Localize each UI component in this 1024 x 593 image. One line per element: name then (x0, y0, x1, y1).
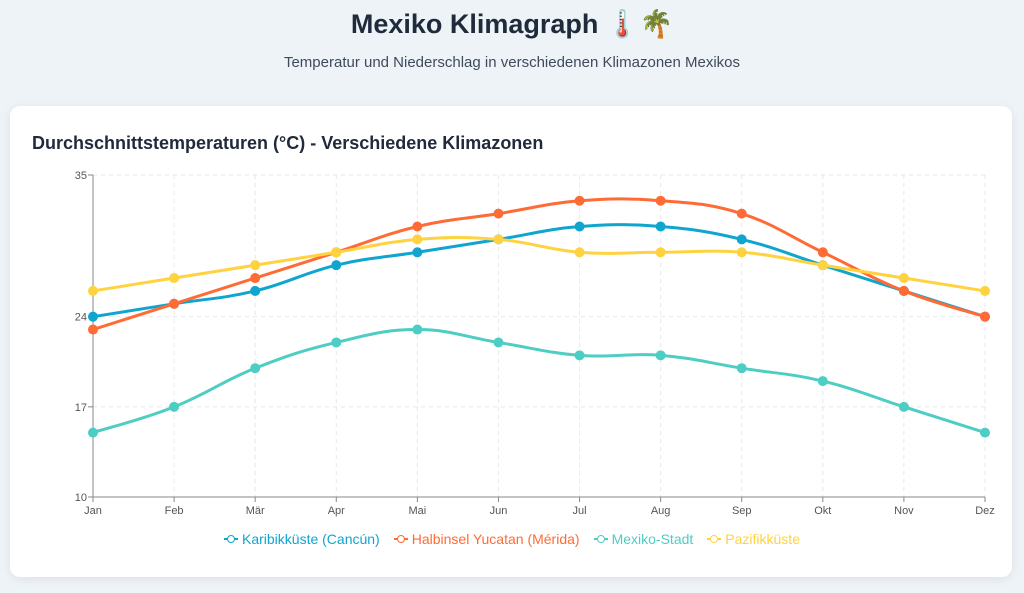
legend-label: Pazifikküste (725, 531, 800, 547)
data-point (331, 247, 342, 258)
legend-label: Halbinsel Yucatan (Mérida) (411, 531, 580, 547)
legend-marker-icon (707, 534, 722, 544)
legend-marker-icon (224, 534, 238, 544)
x-tick-label: Aug (651, 505, 671, 517)
legend-item[interactable]: Pazifikküste (707, 531, 800, 547)
legend-label: Mexiko-Stadt (611, 531, 694, 547)
data-point (655, 221, 666, 232)
data-point (88, 285, 98, 296)
series-line (92, 197, 986, 331)
chart-title: Durchschnittstemperaturen (°C) - Verschi… (32, 133, 544, 153)
data-point (980, 311, 990, 322)
data-point (817, 247, 828, 258)
series-line (92, 328, 986, 435)
data-point (736, 363, 747, 374)
y-tick-label: 10 (75, 492, 87, 504)
data-point (250, 260, 261, 271)
data-point (574, 350, 585, 361)
data-point (88, 427, 98, 438)
data-point (88, 324, 98, 335)
x-tick-label: Sep (732, 505, 752, 517)
data-point (412, 234, 423, 245)
data-point (817, 376, 828, 387)
data-point (331, 337, 342, 348)
y-tick-label: 24 (75, 312, 87, 324)
data-point (250, 285, 261, 296)
data-point (169, 401, 180, 412)
legend-marker-icon (593, 534, 608, 544)
chart-card: Durchschnittstemperaturen (°C) - Verschi… (10, 106, 1012, 577)
data-point (574, 247, 585, 258)
data-point (817, 260, 828, 271)
y-tick-label: 17 (75, 402, 87, 414)
data-point (493, 208, 504, 219)
data-point (898, 273, 909, 284)
x-tick-label: Apr (328, 505, 345, 517)
legend-item[interactable]: Halbinsel Yucatan (Mérida) (393, 531, 580, 547)
data-point (250, 363, 261, 374)
data-point (169, 298, 180, 309)
legend-item[interactable]: Karibikküste (Cancún) (224, 531, 380, 547)
data-point (736, 208, 747, 219)
data-point (655, 247, 666, 258)
x-tick-label: Jun (490, 505, 508, 517)
data-point (412, 221, 423, 232)
x-tick-label: Mai (408, 505, 426, 517)
series-line (92, 235, 986, 293)
data-point (736, 247, 747, 258)
x-tick-label: Nov (894, 505, 914, 517)
data-point (331, 260, 342, 271)
data-point (574, 221, 585, 232)
data-point (412, 324, 423, 335)
data-point (655, 195, 666, 206)
x-tick-label: Jan (84, 505, 102, 517)
data-point (169, 273, 180, 284)
data-point (898, 401, 909, 412)
legend-label: Karibikküste (Cancún) (242, 531, 380, 547)
data-point (88, 311, 98, 322)
legend-item[interactable]: Mexiko-Stadt (593, 531, 694, 547)
data-point (250, 273, 261, 284)
data-point (655, 350, 666, 361)
x-tick-label: Okt (814, 505, 831, 517)
data-point (980, 427, 990, 438)
data-point (412, 247, 423, 258)
page-title: Mexiko Klimagraph 🌡️🌴 (350, 9, 674, 39)
x-tick-label: Mär (246, 505, 265, 517)
x-tick-label: Jul (573, 505, 587, 517)
x-tick-label: Feb (165, 505, 184, 517)
data-point (493, 337, 504, 348)
x-tick-label: Dez (975, 505, 995, 517)
data-point (898, 285, 909, 296)
data-point (736, 234, 747, 245)
data-point (980, 285, 990, 296)
chart-legend: Karibikküste (Cancún) Halbinsel Yucatan (… (0, 531, 1024, 547)
data-point (493, 234, 504, 245)
page-subtitle: Temperatur und Niederschlag in verschied… (283, 54, 741, 71)
legend-marker-icon (393, 534, 408, 544)
y-tick-label: 35 (75, 170, 87, 182)
data-point (574, 195, 585, 206)
